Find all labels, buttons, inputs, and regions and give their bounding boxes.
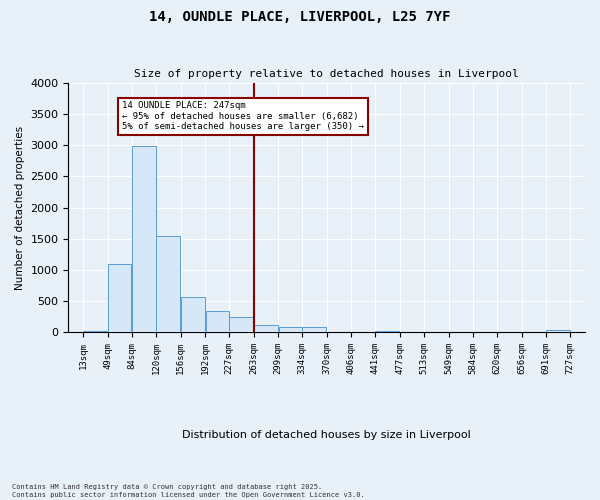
Bar [181, 297, 205, 332]
Bar [157, 236, 181, 332]
Bar [376, 330, 400, 332]
Bar [229, 317, 253, 332]
Text: 14, OUNDLE PLACE, LIVERPOOL, L25 7YF: 14, OUNDLE PLACE, LIVERPOOL, L25 7YF [149, 10, 451, 24]
Bar [206, 310, 229, 332]
Bar [302, 327, 326, 332]
Bar [108, 264, 131, 332]
Text: 14 OUNDLE PLACE: 247sqm
← 95% of detached houses are smaller (6,682)
5% of semi-: 14 OUNDLE PLACE: 247sqm ← 95% of detache… [122, 102, 364, 131]
Bar [254, 325, 278, 332]
Bar [546, 330, 570, 332]
Bar [132, 146, 156, 332]
Text: Contains HM Land Registry data © Crown copyright and database right 2025.
Contai: Contains HM Land Registry data © Crown c… [12, 484, 365, 498]
Y-axis label: Number of detached properties: Number of detached properties [15, 126, 25, 290]
Title: Size of property relative to detached houses in Liverpool: Size of property relative to detached ho… [134, 69, 519, 79]
X-axis label: Distribution of detached houses by size in Liverpool: Distribution of detached houses by size … [182, 430, 471, 440]
Bar [83, 330, 107, 332]
Bar [278, 328, 302, 332]
